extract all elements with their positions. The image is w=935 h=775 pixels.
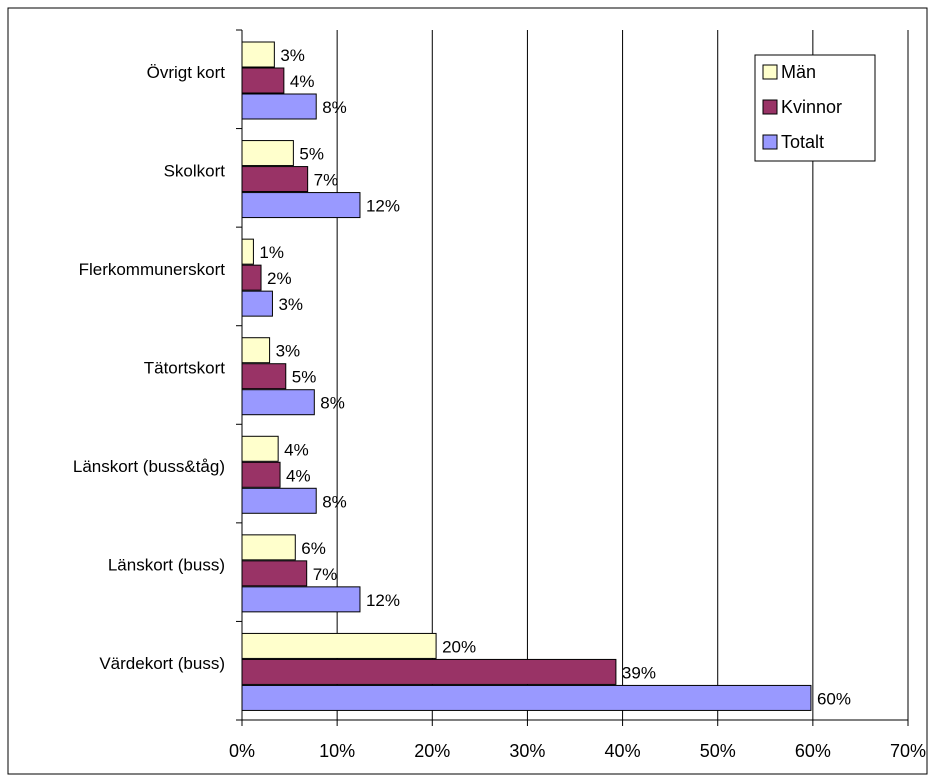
x-tick-label: 20% — [414, 741, 450, 761]
bar — [241, 534, 296, 561]
bar — [241, 166, 309, 193]
bar — [241, 93, 317, 120]
data-label: 20% — [442, 637, 476, 656]
y-tick-label: Länskort (buss&tåg) — [73, 457, 225, 476]
data-label: 5% — [292, 368, 317, 387]
x-tick-label: 60% — [795, 741, 831, 761]
data-label: 2% — [267, 269, 292, 288]
y-tick-label: Flerkommunerskort — [79, 260, 226, 279]
bar — [241, 41, 275, 68]
bar — [241, 632, 437, 659]
data-label: 60% — [817, 689, 851, 708]
legend-swatch — [762, 134, 778, 150]
bar — [241, 586, 361, 613]
legend-label: Kvinnor — [781, 97, 842, 117]
data-label: 4% — [284, 440, 309, 459]
legend-label: Totalt — [781, 132, 824, 152]
bar — [241, 238, 254, 265]
y-tick-label: Skolkort — [164, 161, 226, 180]
x-tick-label: 30% — [509, 741, 545, 761]
bar — [241, 363, 287, 390]
bar — [241, 192, 361, 219]
bar — [241, 461, 281, 488]
bar — [241, 140, 294, 167]
data-label: 3% — [280, 46, 305, 65]
data-label: 12% — [366, 591, 400, 610]
x-tick-label: 70% — [890, 741, 926, 761]
bar — [241, 264, 262, 291]
bar — [241, 560, 308, 587]
data-label: 6% — [301, 539, 326, 558]
data-label: 3% — [278, 295, 303, 314]
data-label: 8% — [320, 394, 345, 413]
y-tick-label: Värdekort (buss) — [99, 654, 225, 673]
x-tick-label: 50% — [700, 741, 736, 761]
y-tick-label: Övrigt kort — [147, 63, 226, 82]
data-label: 5% — [299, 145, 324, 164]
y-tick-label: Länskort (buss) — [108, 556, 225, 575]
legend-swatch — [762, 64, 778, 80]
x-tick-label: 10% — [319, 741, 355, 761]
x-tick-label: 0% — [229, 741, 255, 761]
data-label: 39% — [622, 663, 656, 682]
bar — [241, 684, 812, 711]
bar — [241, 290, 273, 317]
data-label: 4% — [286, 466, 311, 485]
bar — [241, 337, 271, 364]
bar — [241, 487, 317, 514]
data-label: 3% — [276, 342, 301, 361]
x-tick-label: 40% — [605, 741, 641, 761]
bar — [241, 67, 285, 94]
data-label: 4% — [290, 72, 315, 91]
bar — [241, 389, 315, 416]
data-label: 1% — [259, 243, 284, 262]
data-label: 7% — [314, 171, 339, 190]
data-label: 8% — [322, 98, 347, 117]
legend-label: Män — [781, 62, 816, 82]
bar — [241, 658, 617, 685]
bar — [241, 435, 279, 462]
data-label: 8% — [322, 492, 347, 511]
y-tick-label: Tätortskort — [144, 358, 226, 377]
legend-swatch — [762, 99, 778, 115]
data-label: 7% — [313, 565, 338, 584]
data-label: 12% — [366, 197, 400, 216]
